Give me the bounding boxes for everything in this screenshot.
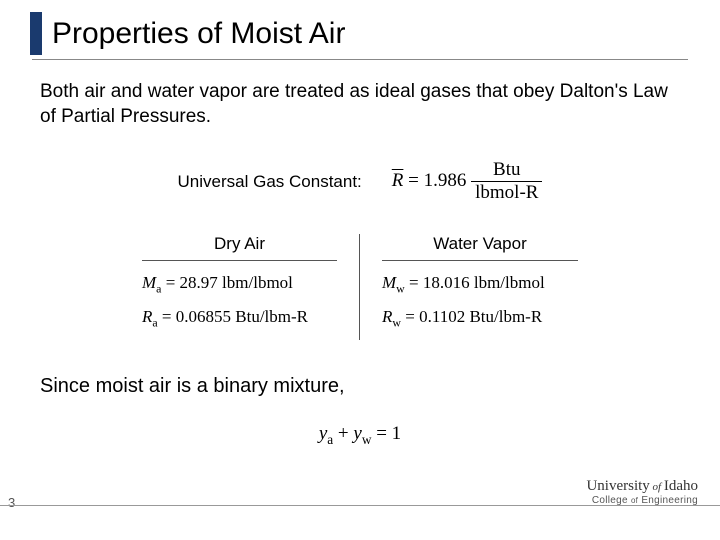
intro-text: Both air and water vapor are treated as … bbox=[40, 80, 680, 129]
unit-denominator: lbmol-R bbox=[471, 182, 542, 204]
water-vapor-column: Water Vapor Mw = 18.016 lbm/lbmol Rw = 0… bbox=[360, 234, 600, 340]
water-vapor-header: Water Vapor bbox=[382, 234, 578, 261]
dry-air-molar-mass: Ma = 28.97 lbm/lbmol bbox=[142, 273, 337, 296]
gas-constant-formula: R = 1.986 Btu lbmol-R bbox=[392, 159, 543, 204]
gas-constant-label: Universal Gas Constant: bbox=[178, 172, 362, 192]
university-logo: University of Idaho College of Engineeri… bbox=[586, 478, 698, 506]
title-underline bbox=[32, 59, 688, 60]
properties-table: Dry Air Ma = 28.97 lbm/lbmol Ra = 0.0685… bbox=[40, 234, 680, 340]
dry-air-header: Dry Air bbox=[142, 234, 337, 261]
footer: University of Idaho College of Engineeri… bbox=[0, 505, 720, 512]
dry-air-column: Dry Air Ma = 28.97 lbm/lbmol Ra = 0.0685… bbox=[120, 234, 360, 340]
slide-title: Properties of Moist Air bbox=[52, 12, 345, 55]
gas-constant-symbol: R bbox=[392, 170, 404, 191]
mixture-text: Since moist air is a binary mixture, bbox=[40, 375, 680, 398]
unit-numerator: Btu bbox=[471, 159, 542, 182]
gas-constant-value: 1.986 bbox=[424, 170, 467, 191]
dry-air-gas-constant: Ra = 0.06855 Btu/lbm-R bbox=[142, 307, 337, 330]
logo-main-line: University of Idaho bbox=[586, 478, 698, 495]
title-row: Properties of Moist Air bbox=[30, 12, 690, 55]
universal-gas-constant-row: Universal Gas Constant: R = 1.986 Btu lb… bbox=[40, 159, 680, 204]
gas-constant-unit: Btu lbmol-R bbox=[471, 159, 542, 204]
title-accent-bar bbox=[30, 12, 42, 55]
mixture-formula: ya + yw = 1 bbox=[40, 423, 680, 448]
water-vapor-molar-mass: Mw = 18.016 lbm/lbmol bbox=[382, 273, 578, 296]
logo-sub-line: College of Engineering bbox=[586, 495, 698, 506]
water-vapor-gas-constant: Rw = 0.1102 Btu/lbm-R bbox=[382, 307, 578, 330]
slide-body: Both air and water vapor are treated as … bbox=[30, 80, 690, 448]
slide: Properties of Moist Air Both air and wat… bbox=[0, 0, 720, 540]
